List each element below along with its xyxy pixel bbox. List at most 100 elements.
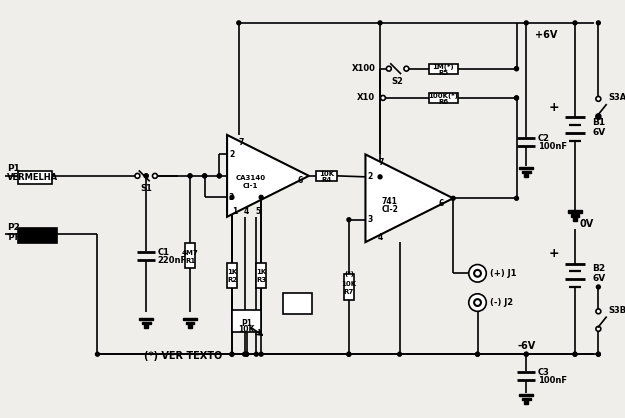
- Text: 10K: 10K: [319, 171, 334, 177]
- Bar: [282, 293, 312, 314]
- Bar: [139, 318, 153, 320]
- Text: +: +: [548, 247, 559, 260]
- Circle shape: [230, 195, 234, 199]
- Circle shape: [596, 352, 600, 356]
- Circle shape: [202, 174, 207, 178]
- Text: 100nF: 100nF: [538, 142, 567, 151]
- Circle shape: [347, 218, 351, 222]
- Bar: [142, 321, 151, 324]
- Bar: [522, 171, 531, 173]
- Text: 1K: 1K: [227, 269, 237, 275]
- Circle shape: [514, 196, 519, 200]
- Circle shape: [474, 270, 481, 277]
- Circle shape: [398, 352, 401, 356]
- Text: (*): (*): [344, 271, 354, 277]
- Circle shape: [469, 265, 486, 282]
- Text: 3: 3: [229, 193, 234, 202]
- Circle shape: [451, 196, 455, 200]
- Circle shape: [202, 174, 207, 178]
- Text: S3A: S3A: [608, 93, 625, 102]
- Text: (*) VER TEXTO: (*) VER TEXTO: [144, 351, 222, 361]
- Circle shape: [474, 299, 481, 306]
- Circle shape: [378, 21, 382, 25]
- Text: C3: C3: [538, 368, 550, 377]
- Bar: [429, 93, 458, 103]
- Text: 220nF: 220nF: [158, 256, 187, 265]
- Circle shape: [514, 67, 519, 71]
- Text: (+) J1: (+) J1: [490, 269, 517, 278]
- Circle shape: [469, 294, 486, 311]
- Circle shape: [524, 352, 528, 356]
- Text: 2: 2: [368, 172, 372, 181]
- Text: X100: X100: [352, 64, 376, 73]
- Text: 10K: 10K: [238, 325, 255, 334]
- Circle shape: [596, 285, 600, 289]
- Circle shape: [230, 352, 234, 356]
- Bar: [183, 318, 197, 320]
- Bar: [18, 229, 56, 243]
- Circle shape: [244, 352, 249, 356]
- Text: B1: B1: [592, 118, 606, 127]
- Text: P1: P1: [7, 163, 20, 173]
- Circle shape: [217, 174, 221, 178]
- Text: 3: 3: [368, 215, 372, 224]
- Circle shape: [259, 195, 263, 199]
- Text: CI-1: CI-1: [242, 183, 258, 189]
- Text: +6V: +6V: [534, 30, 557, 40]
- Circle shape: [217, 174, 221, 178]
- Text: P2: P2: [7, 223, 20, 232]
- Text: P1: P1: [241, 319, 252, 328]
- Text: R1: R1: [185, 257, 195, 264]
- Circle shape: [596, 326, 601, 331]
- Circle shape: [254, 352, 258, 356]
- Text: 100nF: 100nF: [538, 376, 567, 385]
- Circle shape: [188, 174, 192, 178]
- Text: 7: 7: [378, 158, 384, 167]
- Text: 1: 1: [232, 207, 238, 217]
- Circle shape: [237, 21, 241, 25]
- Text: C1: C1: [158, 248, 170, 257]
- Text: +: +: [548, 101, 559, 114]
- Text: 1K: 1K: [256, 269, 266, 275]
- Circle shape: [230, 352, 234, 356]
- Circle shape: [596, 115, 600, 120]
- Circle shape: [404, 66, 409, 71]
- Text: 100K(*): 100K(*): [429, 93, 458, 99]
- Bar: [524, 174, 528, 177]
- Circle shape: [573, 352, 577, 356]
- Circle shape: [573, 352, 577, 356]
- Circle shape: [244, 352, 249, 356]
- Text: 741: 741: [382, 197, 398, 206]
- Polygon shape: [227, 135, 309, 217]
- Circle shape: [514, 96, 519, 100]
- Circle shape: [347, 352, 351, 356]
- Circle shape: [188, 174, 192, 178]
- Text: 5: 5: [256, 207, 261, 217]
- Bar: [522, 398, 531, 400]
- Text: 4: 4: [244, 207, 249, 217]
- Bar: [185, 243, 195, 268]
- Text: S1: S1: [140, 184, 152, 193]
- Text: S2: S2: [392, 77, 404, 86]
- Text: 4: 4: [378, 233, 382, 242]
- Bar: [188, 326, 192, 328]
- Circle shape: [378, 175, 382, 179]
- Circle shape: [514, 67, 519, 71]
- Circle shape: [573, 21, 577, 25]
- Text: 7: 7: [239, 138, 244, 147]
- Circle shape: [259, 352, 263, 356]
- Bar: [429, 64, 458, 74]
- Text: VERMELHA: VERMELHA: [7, 173, 58, 182]
- Text: R5: R5: [438, 69, 449, 76]
- Text: C2: C2: [538, 134, 550, 143]
- Text: 2: 2: [229, 150, 234, 159]
- Text: CA3140: CA3140: [236, 175, 266, 181]
- Circle shape: [347, 352, 351, 356]
- Circle shape: [381, 95, 386, 100]
- Bar: [186, 321, 194, 324]
- Polygon shape: [366, 154, 453, 242]
- Circle shape: [135, 173, 140, 178]
- Text: S3B: S3B: [608, 306, 625, 315]
- Bar: [227, 263, 237, 288]
- Text: 6: 6: [298, 176, 302, 185]
